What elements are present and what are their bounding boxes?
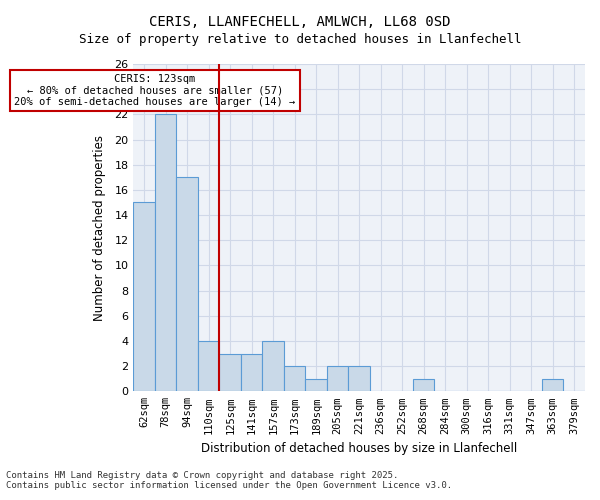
Bar — [241, 354, 262, 392]
Bar — [305, 378, 327, 392]
Bar — [133, 202, 155, 392]
Bar — [349, 366, 370, 392]
Text: CERIS: 123sqm
← 80% of detached houses are smaller (57)
20% of semi-detached hou: CERIS: 123sqm ← 80% of detached houses a… — [14, 74, 296, 108]
Bar — [220, 354, 241, 392]
Bar — [155, 114, 176, 392]
Y-axis label: Number of detached properties: Number of detached properties — [93, 134, 106, 320]
Bar — [327, 366, 349, 392]
Bar — [413, 378, 434, 392]
X-axis label: Distribution of detached houses by size in Llanfechell: Distribution of detached houses by size … — [201, 442, 517, 455]
Bar — [284, 366, 305, 392]
Bar — [198, 341, 220, 392]
Bar — [262, 341, 284, 392]
Bar — [542, 378, 563, 392]
Text: CERIS, LLANFECHELL, AMLWCH, LL68 0SD: CERIS, LLANFECHELL, AMLWCH, LL68 0SD — [149, 15, 451, 29]
Bar — [176, 178, 198, 392]
Text: Contains HM Land Registry data © Crown copyright and database right 2025.
Contai: Contains HM Land Registry data © Crown c… — [6, 470, 452, 490]
Text: Size of property relative to detached houses in Llanfechell: Size of property relative to detached ho… — [79, 32, 521, 46]
